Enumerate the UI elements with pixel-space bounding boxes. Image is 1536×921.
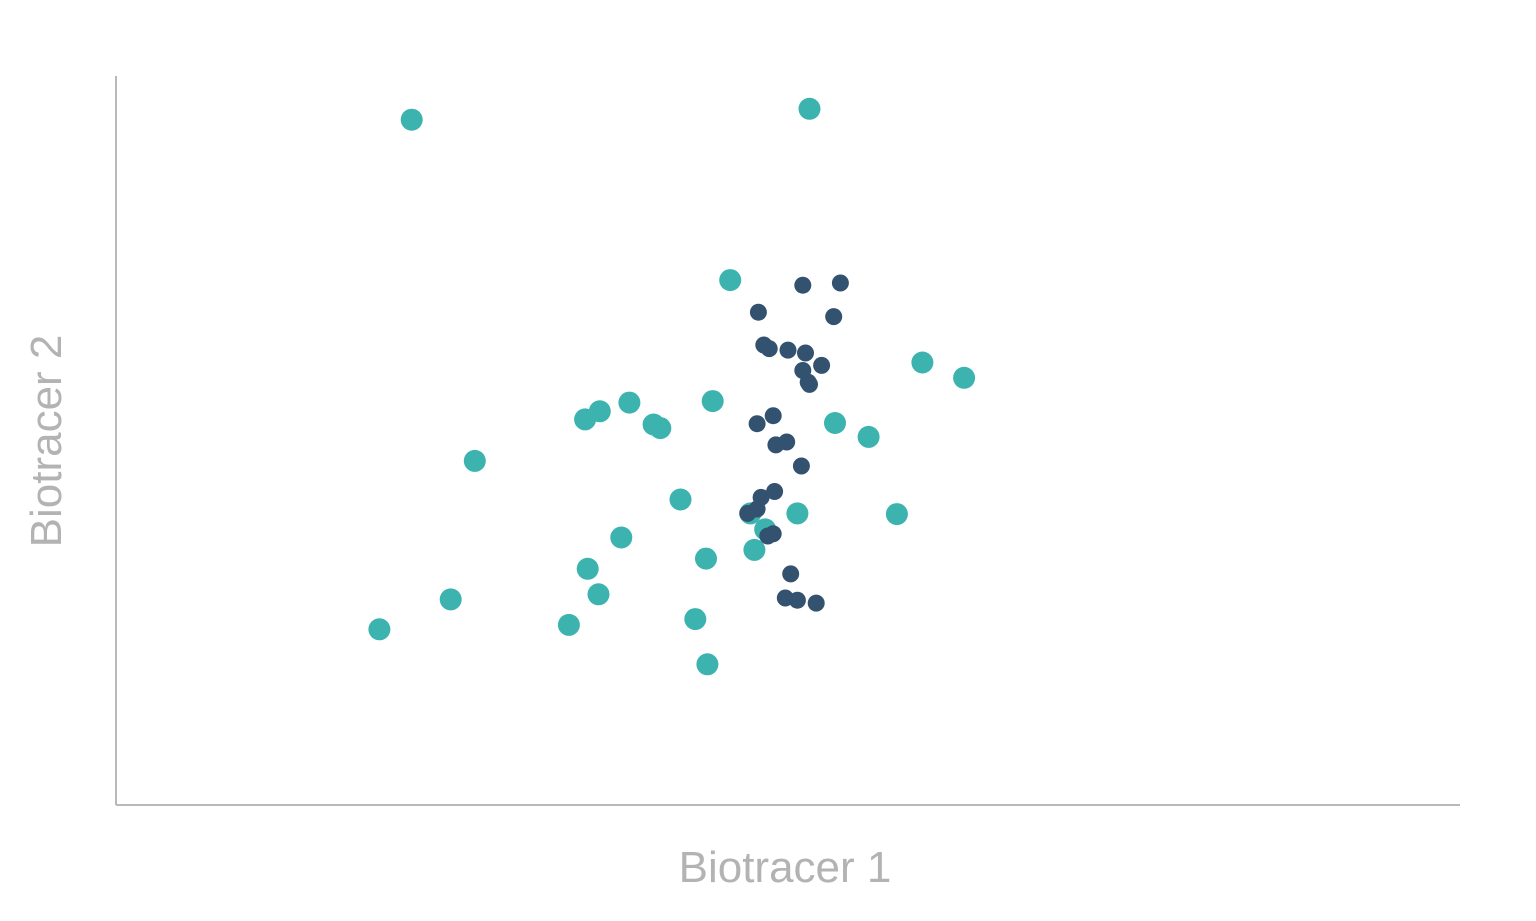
- data-point-series-1: [701, 390, 724, 413]
- data-point-series-1: [696, 653, 719, 676]
- data-point-series-1: [610, 526, 633, 549]
- data-point-series-1: [684, 608, 707, 631]
- data-point-series-1: [719, 269, 742, 292]
- data-point-series-1: [669, 488, 692, 511]
- y-axis-label: Biotracer 2: [22, 335, 71, 548]
- data-point-series-2: [807, 594, 825, 612]
- data-point-series-1: [695, 547, 717, 570]
- data-point-series-1: [463, 449, 486, 472]
- data-points: [368, 97, 976, 676]
- data-point-series-1: [576, 557, 599, 580]
- data-point-series-2: [799, 373, 817, 391]
- data-point-series-2: [759, 527, 777, 545]
- data-point-series-2: [748, 415, 766, 433]
- data-point-series-1: [587, 583, 610, 606]
- data-point-series-1: [857, 425, 880, 448]
- data-point-series-1: [368, 618, 391, 641]
- data-point-series-2: [766, 483, 784, 500]
- data-point-series-1: [618, 391, 641, 414]
- data-point-series-2: [739, 504, 757, 522]
- data-point-series-2: [797, 344, 814, 362]
- data-point-series-1: [588, 400, 611, 423]
- data-point-series-1: [911, 351, 934, 374]
- data-point-series-2: [779, 341, 797, 359]
- data-point-series-2: [782, 565, 800, 583]
- data-point-series-1: [953, 366, 976, 389]
- data-point-series-2: [764, 407, 782, 425]
- data-point-series-2: [825, 308, 843, 326]
- data-point-series-1: [743, 538, 766, 561]
- data-point-series-2: [767, 436, 785, 454]
- data-point-series-1: [557, 613, 580, 636]
- data-point-series-1: [400, 108, 423, 131]
- data-point-series-2: [813, 356, 831, 374]
- data-point-series-1: [649, 417, 672, 440]
- data-point-series-1: [798, 97, 821, 120]
- data-point-series-1: [786, 502, 809, 525]
- data-point-series-1: [439, 588, 462, 611]
- data-point-series-2: [792, 457, 810, 475]
- data-point-series-2: [749, 303, 767, 321]
- data-point-series-2: [788, 591, 806, 609]
- data-point-series-2: [760, 340, 778, 358]
- data-point-series-1: [824, 412, 846, 434]
- data-point-series-1: [885, 503, 908, 526]
- x-axis-label: Biotracer 1: [679, 843, 892, 892]
- data-point-series-2: [794, 276, 812, 294]
- data-point-series-2: [831, 274, 849, 292]
